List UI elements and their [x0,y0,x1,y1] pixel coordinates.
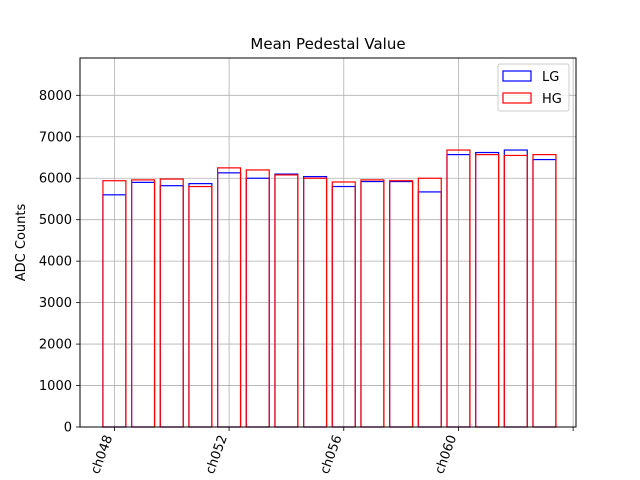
x-tick-label: ch056 [318,433,346,476]
legend: LG HG [497,63,570,112]
y-tick-label: 5000 [39,213,72,228]
bar-hg [159,178,184,428]
plot-frame [79,57,577,428]
legend-swatch-lg [502,70,532,82]
bar-hg [188,185,213,428]
y-tick-label: 1000 [39,379,72,394]
bar-lg [274,173,299,428]
legend-swatch-hg [502,92,532,104]
legend-box [497,63,570,112]
bar-lg [188,183,213,428]
y-tick-label: 4000 [39,255,72,270]
legend-label-hg: HG [542,92,562,107]
y-tick-label: 6000 [39,172,72,187]
bar-hg [131,179,156,428]
bar-hg [389,180,414,428]
bar-hg [532,154,557,428]
bar-hg [245,169,270,428]
bar-lg [532,158,557,428]
y-tick-label: 3000 [39,296,72,311]
legend-label-lg: LG [542,70,559,85]
bar-hg [360,179,385,428]
y-tick-label: 0 [64,421,72,436]
bar-lg [131,181,156,428]
x-tick-label: ch060 [432,433,460,476]
y-tick-label: 2000 [39,338,72,353]
axis-ticks: 0 1000 2000 3000 4000 5000 6000 7000 8000 ch048 ch… [39,89,574,476]
chart-title: Mean Pedestal Value [250,35,405,53]
grid-lines [80,58,576,428]
bar-hg [503,154,528,428]
x-tick-label: ch048 [88,433,116,476]
y-axis-label: ADC Counts [14,204,29,282]
bar-hg [274,174,299,428]
y-tick-label: 7000 [39,130,72,145]
x-tick-label: ch052 [203,433,231,476]
y-tick-label: 8000 [39,89,72,104]
bar-lg [159,185,184,428]
bar-lg [360,180,385,428]
bar-lg [417,191,442,428]
bar-hg [475,154,500,428]
bar-lg [303,175,328,428]
bar-lg [389,180,414,428]
